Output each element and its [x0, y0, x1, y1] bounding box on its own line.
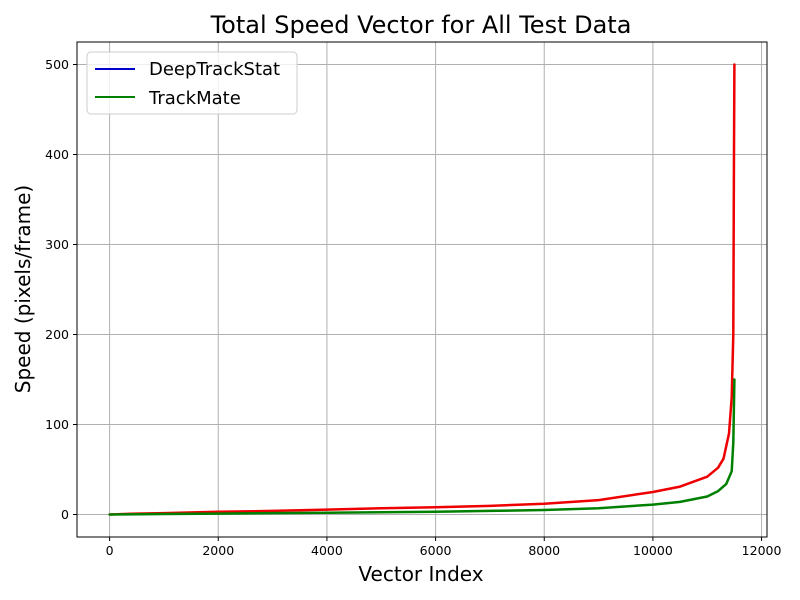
- x-tick-label: 6000: [420, 543, 452, 558]
- x-tick-label: 12000: [742, 543, 782, 558]
- x-tick-label: 0: [106, 543, 114, 558]
- legend: DeepTrackStat TrackMate: [86, 51, 298, 115]
- y-tick-label: 300: [45, 237, 69, 252]
- y-tick-label: 500: [45, 57, 69, 72]
- y-tick-label: 400: [45, 147, 69, 162]
- y-tick-label: 200: [45, 327, 69, 342]
- y-axis-label: Speed (pixels/frame): [11, 185, 35, 393]
- x-tick-label: 4000: [311, 543, 343, 558]
- x-tick-label: 2000: [202, 543, 234, 558]
- grid: [77, 42, 767, 537]
- x-axis-label: Vector Index: [358, 562, 483, 586]
- axis-ticks: 0 2000 4000 6000 8000 10000 12000 0 100 200 300 400…: [45, 57, 781, 558]
- y-tick-label: 100: [45, 417, 69, 432]
- series-line-deeptrackstat: [108, 63, 736, 516]
- x-tick-label: 8000: [528, 543, 560, 558]
- plot-frame: [76, 41, 768, 538]
- y-tick-label: 0: [61, 507, 69, 522]
- legend-label-trackmate: TrackMate: [148, 88, 241, 109]
- legend-label-deeptrackstat: DeepTrackStat: [149, 59, 280, 80]
- legend-box: [86, 51, 298, 115]
- series-line-trackmate: [108, 378, 736, 516]
- x-tick-label: 10000: [633, 543, 673, 558]
- series-lines: [108, 63, 736, 516]
- chart-title: Total Speed Vector for All Test Data: [210, 11, 632, 39]
